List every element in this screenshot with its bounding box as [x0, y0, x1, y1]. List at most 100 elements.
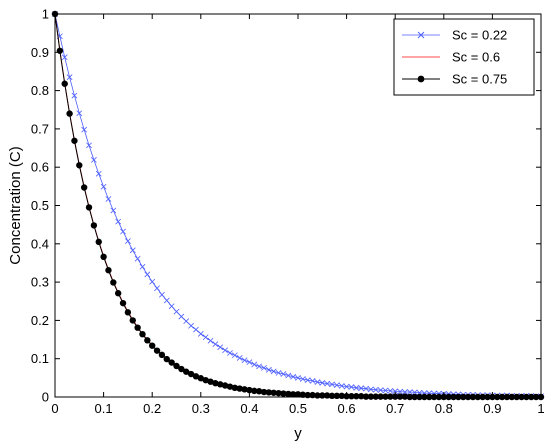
series-3-point — [178, 365, 185, 373]
series-1-point — [76, 110, 83, 117]
series-3-point — [153, 347, 161, 354]
series-1-point — [299, 376, 306, 382]
legend-label: Sc = 0.75 — [452, 72, 507, 87]
series-1-point — [241, 357, 248, 364]
x-tick-label: 0.5 — [289, 401, 307, 416]
series-3-point — [231, 384, 239, 392]
series-1-point — [163, 297, 170, 304]
series-3-point — [212, 380, 219, 387]
series-1-point — [397, 388, 403, 395]
series-1-point — [329, 381, 335, 388]
legend-label: Sc = 0.6 — [452, 50, 500, 65]
series-3-point — [129, 317, 136, 324]
series-1-point — [348, 384, 355, 390]
series-3-point — [241, 386, 248, 393]
series-3-point — [56, 47, 64, 54]
series-1-point — [406, 389, 413, 395]
series-1-point — [251, 361, 258, 368]
series-3-point — [149, 342, 156, 349]
series-3-point — [66, 110, 73, 117]
series-1-point — [115, 218, 122, 225]
series-1-point — [105, 196, 112, 202]
y-tick-label: 0.5 — [31, 198, 49, 213]
series-1-point — [231, 352, 238, 359]
series-1-point — [275, 369, 282, 376]
series-1-point — [285, 372, 292, 379]
series-1-point — [295, 374, 301, 381]
series-1-point — [197, 330, 204, 337]
series-1-point — [338, 383, 345, 389]
series-3-point — [265, 389, 273, 396]
series-1-point — [382, 387, 389, 394]
series-1-point — [363, 385, 369, 392]
y-tick-label: 0.9 — [31, 45, 49, 60]
y-tick-label: 0.1 — [31, 351, 49, 366]
x-tick-label: 1 — [537, 401, 544, 416]
series-1-point — [402, 389, 408, 395]
series-1-point — [212, 341, 219, 348]
x-tick-label: 0.3 — [192, 401, 210, 416]
x-tick-label: 0.8 — [435, 401, 453, 416]
series-1-point — [202, 334, 209, 341]
x-axis-title: y — [294, 425, 302, 442]
series-1-point — [319, 379, 326, 386]
series-3-point — [124, 309, 132, 316]
x-tick-label: 0 — [51, 401, 58, 416]
series-1-point — [324, 380, 331, 387]
series-3-point — [289, 391, 297, 398]
series-3-point — [110, 279, 117, 286]
series-3-point — [144, 337, 151, 344]
series-1-point — [368, 386, 374, 393]
series-3-point — [353, 393, 360, 400]
series-3-point — [357, 393, 365, 400]
series-1-point — [110, 207, 117, 214]
series-1-point — [95, 170, 102, 177]
series-1-point — [90, 157, 97, 163]
series-3-point — [90, 222, 98, 229]
y-tick-label: 0.6 — [31, 160, 49, 175]
series-3-point — [173, 362, 180, 370]
series-1-point — [377, 387, 384, 393]
series-1-point — [159, 291, 165, 298]
x-tick-label: 0.2 — [143, 401, 161, 416]
series-3-point — [260, 388, 268, 396]
series-1-point — [411, 389, 418, 396]
series-3-point — [95, 238, 102, 246]
series-3-point — [197, 375, 204, 382]
y-tick-label: 0.3 — [31, 275, 49, 290]
legend-item-3: Sc = 0.75 — [402, 72, 507, 87]
series-1-point — [304, 377, 311, 384]
series-1-point — [173, 308, 180, 315]
series-3-point — [85, 204, 93, 211]
series-1-point — [168, 303, 175, 310]
series-1-point — [387, 387, 394, 394]
series-1-point — [314, 379, 321, 385]
series-1-point — [309, 378, 316, 384]
series-1-point — [343, 383, 350, 390]
legend: Sc = 0.22 Sc = 0.6 Sc = 0.75 — [393, 18, 535, 96]
series-3-point — [61, 80, 68, 87]
legend-item-1: Sc = 0.22 — [402, 28, 507, 43]
series-3-point — [114, 290, 122, 297]
series-1-point — [207, 337, 214, 344]
series-1-point — [129, 247, 136, 254]
series-1-point — [392, 388, 399, 395]
series-1-point — [193, 326, 199, 333]
series-1-point — [227, 350, 233, 356]
series-3-point — [202, 376, 209, 384]
series-1-point — [139, 263, 146, 270]
series-1-point — [333, 382, 340, 389]
series-3-point — [226, 383, 234, 390]
series-3-point — [100, 253, 107, 261]
series-3-point — [270, 389, 277, 396]
series-1-point — [270, 368, 277, 375]
series-1-point — [154, 285, 160, 292]
series-3-point — [139, 330, 146, 338]
axes-layer: 0 0.1 0.2 0.3 0.4 0.5 0.6 0.7 0.8 0.9 1 0 0.1 0.2 0.3 0… — [31, 7, 545, 417]
series-3-point — [217, 381, 224, 388]
x-tick-label: 0.9 — [483, 401, 501, 416]
series-1-point — [246, 359, 253, 366]
series-3-point — [251, 387, 258, 395]
series-1-point — [261, 365, 267, 371]
series-1-point — [66, 74, 73, 81]
